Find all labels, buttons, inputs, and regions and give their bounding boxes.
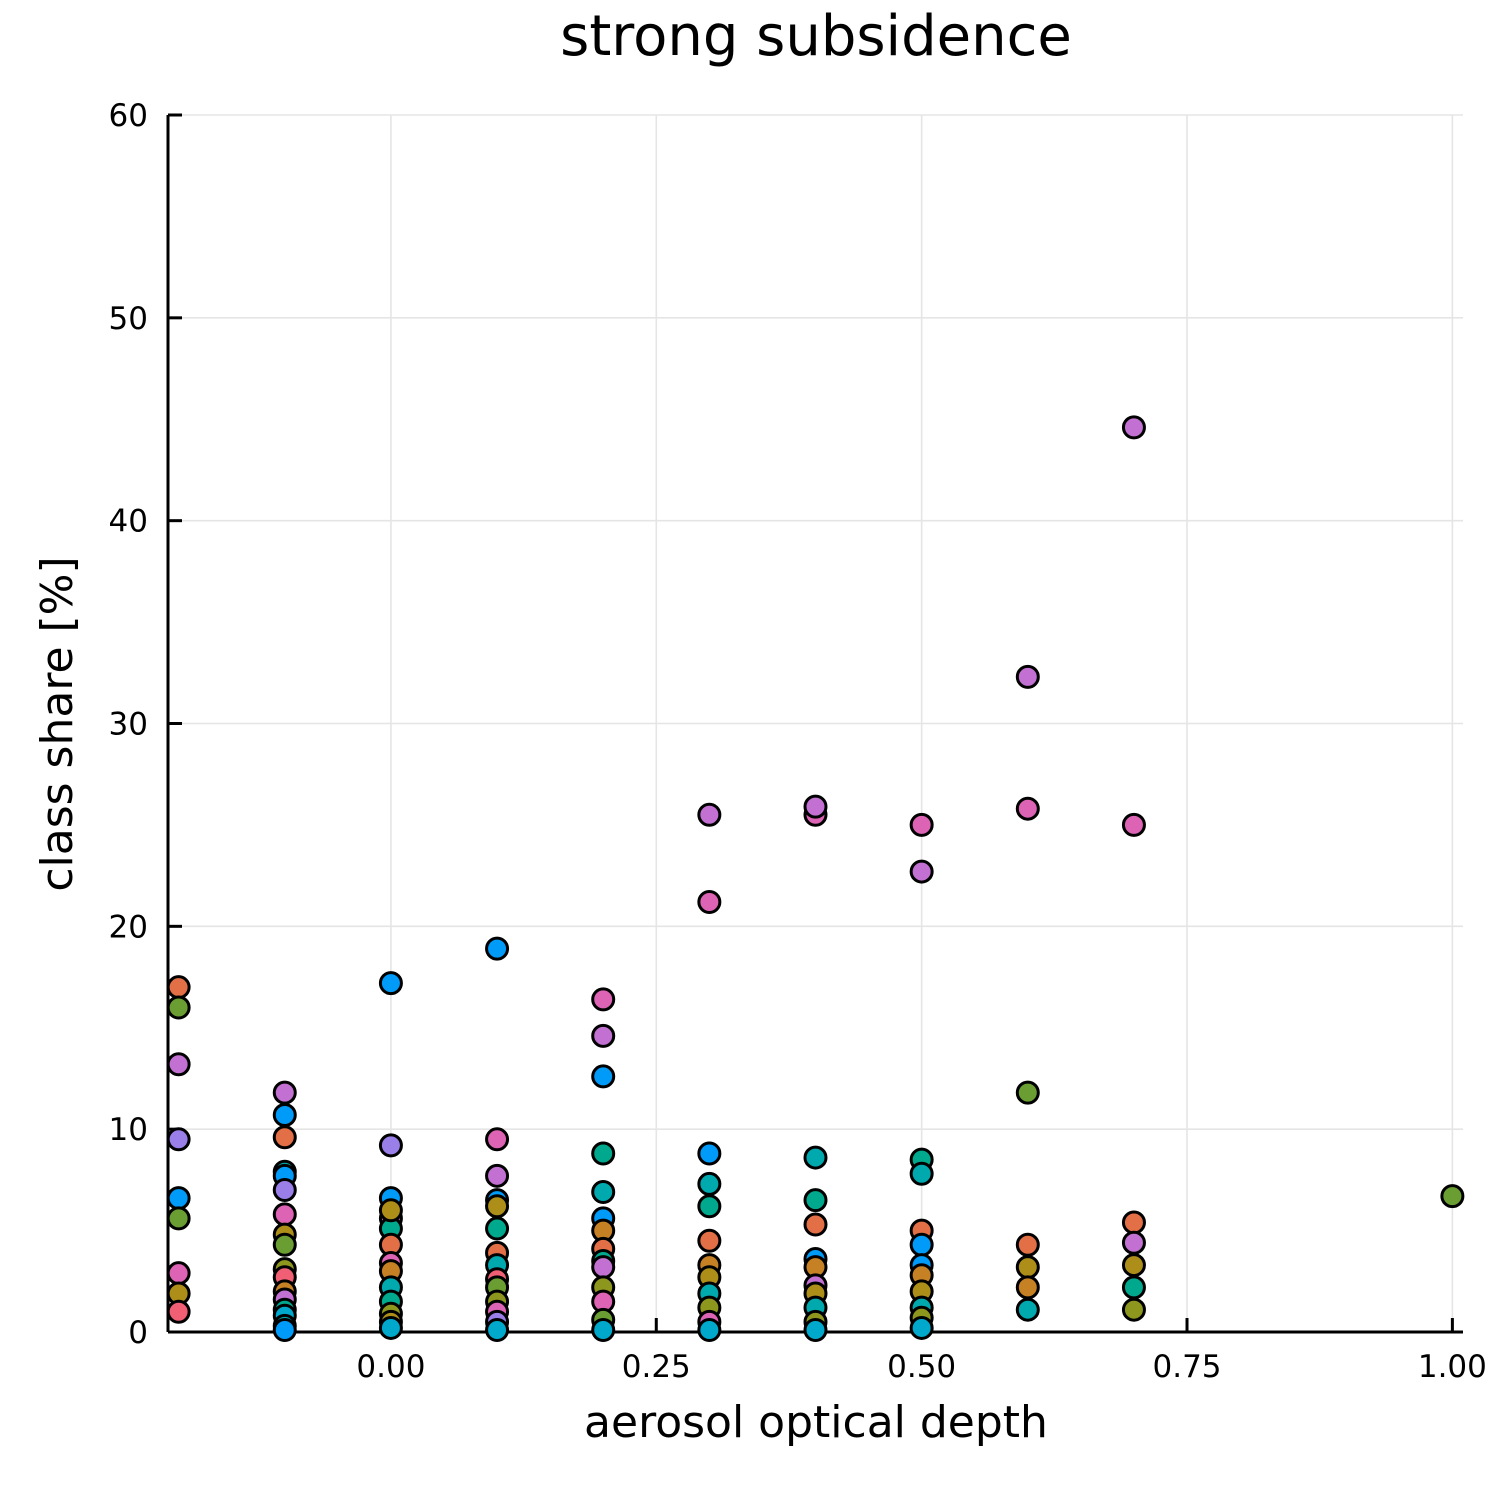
scatter-point bbox=[803, 1212, 828, 1237]
x-axis-label: aerosol optical depth bbox=[584, 1397, 1048, 1448]
scatter-point bbox=[272, 1317, 297, 1342]
scatter-point bbox=[1015, 796, 1040, 821]
scatter-point bbox=[1015, 1275, 1040, 1300]
scatter-point bbox=[272, 1102, 297, 1127]
scatter-point bbox=[378, 1198, 403, 1223]
scatter-point bbox=[697, 802, 722, 827]
chart-title: strong subsidence bbox=[560, 4, 1072, 69]
scatter-point bbox=[1015, 1080, 1040, 1105]
scatter-point bbox=[485, 1127, 510, 1152]
scatter-point bbox=[1121, 1253, 1146, 1278]
x-tick-label: 0.75 bbox=[1153, 1349, 1222, 1385]
scatter-point bbox=[1121, 1297, 1146, 1322]
y-tick-label: 50 bbox=[109, 301, 148, 337]
scatter-point bbox=[591, 1180, 616, 1205]
scatter-point bbox=[166, 1052, 191, 1077]
scatter-point bbox=[1121, 812, 1146, 837]
scatter-point bbox=[909, 1315, 934, 1340]
scatter-point bbox=[697, 1171, 722, 1196]
scatter-point bbox=[166, 1127, 191, 1152]
scatter-point bbox=[272, 1125, 297, 1150]
scatter-point bbox=[1121, 1230, 1146, 1255]
scatter-point bbox=[1121, 1210, 1146, 1235]
scatter-point bbox=[591, 1317, 616, 1342]
y-tick-label: 60 bbox=[109, 98, 148, 134]
scatter-point bbox=[697, 1141, 722, 1166]
scatter-point bbox=[485, 1163, 510, 1188]
scatter-point bbox=[485, 1317, 510, 1342]
scatter-point bbox=[591, 1255, 616, 1280]
scatter-point bbox=[485, 1216, 510, 1241]
scatter-point bbox=[803, 1145, 828, 1170]
scatter-point bbox=[166, 995, 191, 1020]
scatter-point bbox=[166, 1299, 191, 1324]
scatter-point bbox=[1015, 1255, 1040, 1280]
scatter-point bbox=[909, 1161, 934, 1186]
scatter-point bbox=[1121, 1275, 1146, 1300]
y-tick-label: 0 bbox=[128, 1315, 148, 1351]
scatter-point bbox=[272, 1178, 297, 1203]
scatter-point bbox=[1015, 664, 1040, 689]
y-tick-label: 20 bbox=[109, 909, 148, 945]
scatter-point bbox=[909, 859, 934, 884]
x-tick-label: 1.00 bbox=[1418, 1349, 1487, 1385]
scatter-point bbox=[697, 1194, 722, 1219]
scatter-point bbox=[1121, 415, 1146, 440]
scatter-point bbox=[166, 1206, 191, 1231]
scatter-point bbox=[803, 1317, 828, 1342]
scatter-point bbox=[166, 975, 191, 1000]
axis-layer: 0.00 0.25 0.50 0.75 1.00 0 10 20 30 40 50 60 bbox=[109, 98, 1487, 1385]
scatter-point bbox=[909, 1232, 934, 1257]
points-layer bbox=[166, 415, 1465, 1342]
scatter-point bbox=[697, 889, 722, 914]
scatter-point bbox=[272, 1232, 297, 1257]
scatter-point bbox=[485, 936, 510, 961]
scatter-point bbox=[1015, 1297, 1040, 1322]
x-tick-label: 0.50 bbox=[887, 1349, 956, 1385]
scatter-point bbox=[697, 1317, 722, 1342]
scatter-point bbox=[803, 1188, 828, 1213]
x-tick-label: 0.00 bbox=[356, 1349, 425, 1385]
scatter-point bbox=[803, 794, 828, 819]
scatter-point bbox=[272, 1202, 297, 1227]
y-tick-label: 40 bbox=[109, 504, 148, 540]
scatter-point bbox=[1015, 1232, 1040, 1257]
scatter-point bbox=[697, 1228, 722, 1253]
scatter-point bbox=[909, 812, 934, 837]
scatter-point bbox=[485, 1194, 510, 1219]
scatter-point bbox=[1440, 1184, 1465, 1209]
scatter-point bbox=[591, 987, 616, 1012]
label-layer: strong subsidence aerosol optical depth … bbox=[32, 4, 1072, 1448]
y-tick-label: 10 bbox=[109, 1112, 148, 1148]
y-tick-label: 30 bbox=[109, 707, 148, 743]
scatter-point bbox=[166, 1186, 191, 1211]
scatter-point bbox=[378, 1133, 403, 1158]
scatter-point bbox=[272, 1080, 297, 1105]
scatter-point bbox=[591, 1023, 616, 1048]
scatter-point bbox=[378, 1315, 403, 1340]
y-axis-label: class share [%] bbox=[32, 556, 83, 891]
scatter-point bbox=[378, 971, 403, 996]
scatter-point bbox=[591, 1064, 616, 1089]
scatter-point bbox=[166, 1261, 191, 1286]
scatter-point bbox=[591, 1141, 616, 1166]
x-tick-label: 0.25 bbox=[622, 1349, 691, 1385]
